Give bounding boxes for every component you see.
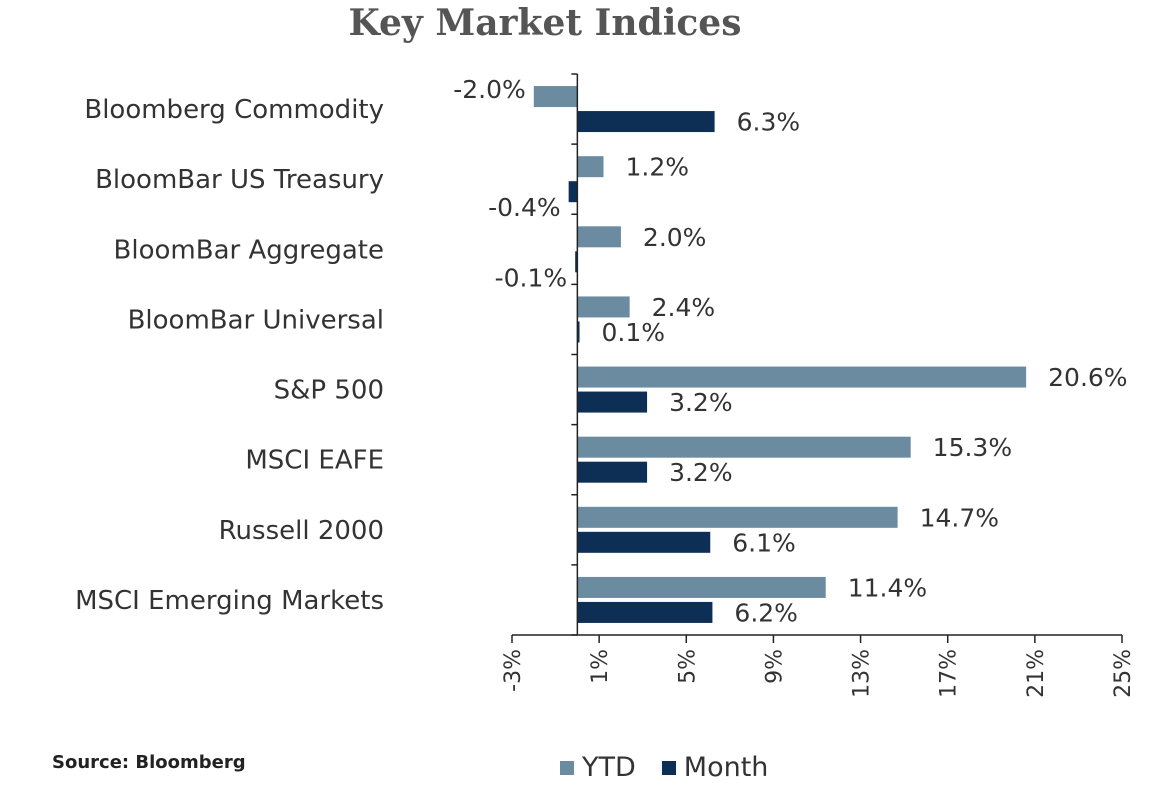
x-tick-label: 5% [675, 649, 700, 684]
data-label-ytd-s-p-500: 20.6% [1048, 363, 1127, 392]
category-label-msci-emerging-markets: MSCI Emerging Markets [75, 586, 384, 616]
legend-label-month: Month [683, 752, 769, 783]
bar-ytd-russell-2000 [577, 506, 898, 528]
bar-ytd-s-p-500 [577, 366, 1027, 388]
bar-ytd-bloomberg-commodity [533, 86, 578, 108]
legend-item-ytd: YTD [560, 752, 636, 783]
data-label-month-s-p-500: 3.2% [669, 388, 733, 417]
bar-month-bloomberg-commodity [577, 111, 715, 133]
x-tick-label: 9% [762, 649, 787, 684]
x-tick-label: 25% [1111, 649, 1136, 698]
data-label-month-msci-eafe: 3.2% [669, 458, 733, 487]
data-label-ytd-msci-eafe: 15.3% [933, 433, 1012, 462]
x-tick-label: 17% [937, 649, 962, 698]
x-tick-label: 21% [1024, 649, 1049, 698]
bar-month-bloombar-universal [577, 321, 580, 343]
data-label-ytd-bloombar-us-treasury: 1.2% [626, 153, 690, 182]
bar-ytd-msci-emerging-markets [577, 576, 826, 598]
data-label-month-russell-2000: 6.1% [732, 528, 796, 557]
category-label-bloombar-aggregate: BloomBar Aggregate [114, 235, 384, 265]
category-label-bloomberg-commodity: Bloomberg Commodity [84, 95, 384, 125]
source-note: Source: Bloomberg [52, 752, 246, 773]
data-label-ytd-bloombar-universal: 2.4% [652, 293, 716, 322]
legend-swatch-month [661, 760, 676, 775]
data-label-month-bloombar-us-treasury: -0.4% [488, 193, 561, 222]
legend-label-ytd: YTD [582, 752, 636, 783]
bar-month-russell-2000 [577, 531, 711, 553]
x-tick-label: -3% [501, 649, 526, 692]
bar-month-bloombar-us-treasury [568, 181, 578, 203]
x-tick-label: 13% [850, 649, 875, 698]
category-label-bloombar-us-treasury: BloomBar US Treasury [95, 165, 384, 195]
data-label-ytd-bloomberg-commodity: -2.0% [453, 75, 526, 104]
data-label-month-msci-emerging-markets: 6.2% [734, 598, 798, 627]
data-label-month-bloombar-aggregate: -0.1% [495, 263, 568, 292]
category-label-bloombar-universal: BloomBar Universal [128, 305, 384, 335]
bar-ytd-bloombar-us-treasury [577, 156, 604, 178]
data-label-ytd-msci-emerging-markets: 11.4% [848, 573, 927, 602]
bar-month-bloombar-aggregate [575, 251, 578, 273]
x-tick-label: 1% [588, 649, 613, 684]
legend-item-month: Month [661, 752, 769, 783]
data-label-month-bloomberg-commodity: 6.3% [737, 108, 801, 137]
data-label-ytd-russell-2000: 14.7% [920, 503, 999, 532]
category-label-s-p-500: S&P 500 [274, 376, 384, 406]
bar-ytd-bloombar-universal [577, 296, 630, 318]
category-label-russell-2000: Russell 2000 [219, 516, 384, 546]
category-label-msci-eafe: MSCI EAFE [245, 446, 384, 476]
legend: YTD Month [560, 752, 794, 783]
data-label-month-bloombar-universal: 0.1% [602, 318, 666, 347]
chart-title: Key Market Indices [348, 2, 742, 44]
bar-ytd-bloombar-aggregate [577, 226, 621, 248]
legend-swatch-ytd [560, 760, 574, 775]
bar-ytd-msci-eafe [577, 436, 911, 458]
bar-month-msci-eafe [577, 461, 648, 483]
bar-month-msci-emerging-markets [577, 601, 713, 623]
bar-month-s-p-500 [577, 391, 648, 413]
data-label-ytd-bloombar-aggregate: 2.0% [643, 223, 707, 252]
